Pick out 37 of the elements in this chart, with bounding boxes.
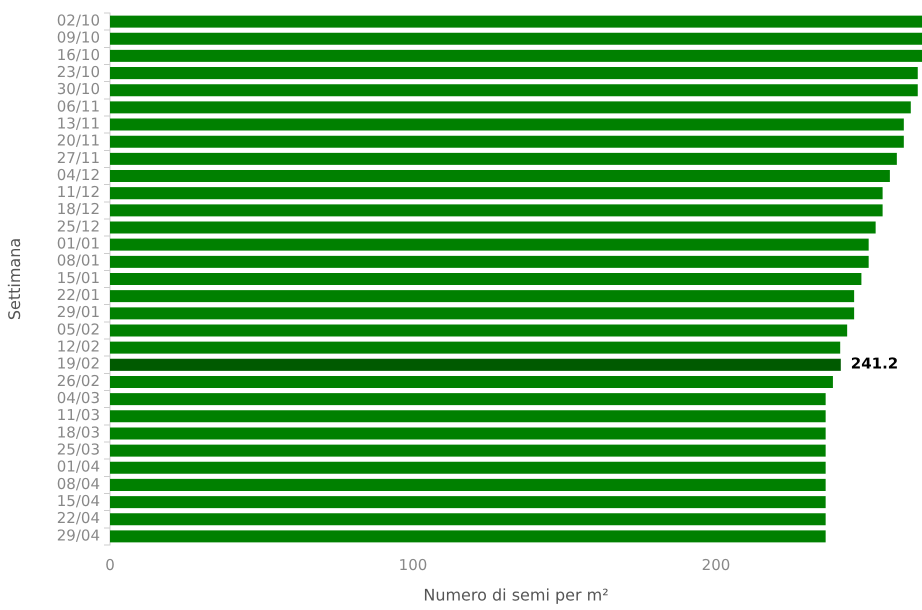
x-tick-label: 100 (398, 556, 428, 574)
y-tick-label: 20/11 (56, 132, 100, 150)
y-tick-label: 16/10 (56, 46, 100, 64)
y-tick-label: 22/04 (56, 509, 100, 528)
x-axis-title: Numero di semi per m² (423, 586, 609, 605)
y-tick-label: 23/10 (56, 62, 100, 81)
y-tick-label: 02/10 (56, 11, 100, 30)
y-tick-label: 27/11 (56, 148, 100, 167)
y-tick-label: 11/12 (56, 183, 100, 202)
x-tick-label: 200 (702, 556, 730, 574)
y-tick-label: 25/03 (56, 440, 100, 459)
y-tick-label: 26/02 (56, 372, 100, 390)
y-axis-title: Settimana (4, 238, 24, 320)
y-tick-label: 06/11 (56, 97, 100, 116)
y-tick-label: 08/04 (56, 474, 100, 493)
y-tick-label: 18/03 (56, 423, 100, 442)
x-tick-label: 0 (105, 556, 115, 574)
y-tick-label: 18/12 (56, 200, 100, 218)
y-tick-label: 04/03 (56, 389, 100, 408)
y-tick-label: 11/03 (56, 406, 100, 424)
y-tick-label: 19/02 (56, 354, 100, 373)
y-tick-label: 15/04 (56, 492, 100, 510)
y-tick-label: 04/12 (56, 166, 100, 184)
y-tick-label: 22/01 (56, 286, 100, 304)
y-tick-label: 05/02 (56, 320, 100, 338)
y-tick-label: 29/04 (56, 526, 100, 544)
y-tick-label: 08/01 (56, 252, 100, 270)
y-tick-label: 15/01 (56, 268, 100, 287)
data-label: 241.2 (850, 354, 898, 373)
y-tick-label: 25/12 (56, 217, 100, 236)
y-tick-label: 01/01 (56, 234, 100, 253)
y-tick-label: 30/10 (56, 80, 100, 98)
y-tick-label: 29/01 (56, 303, 100, 322)
y-tick-label: 13/11 (56, 114, 100, 132)
y-tick-label: 09/10 (56, 28, 100, 47)
y-tick-label: 01/04 (56, 458, 100, 476)
y-tick-label: 12/02 (56, 338, 100, 356)
